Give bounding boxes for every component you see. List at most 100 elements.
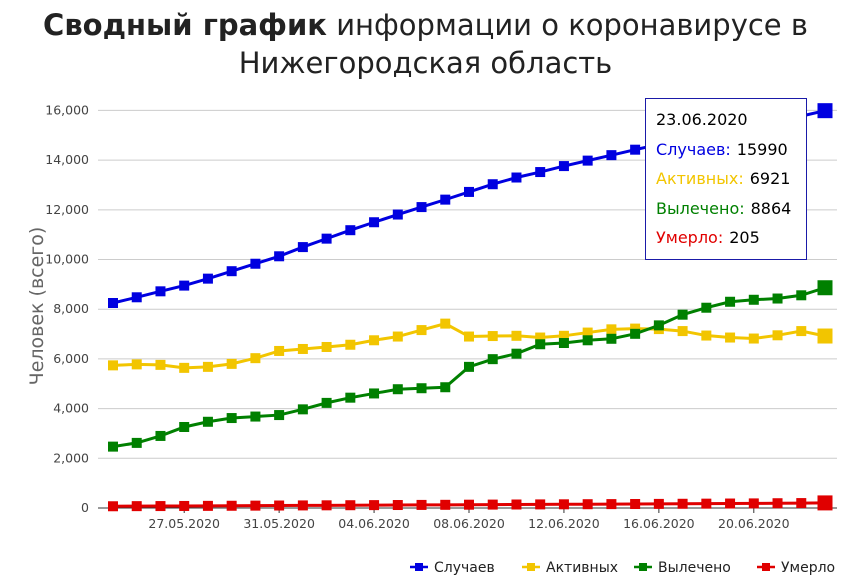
data-point [772, 498, 783, 509]
data-point [725, 332, 736, 343]
legend-item: Умерло [757, 560, 835, 576]
series-lines [108, 103, 833, 512]
legend-swatch [415, 563, 423, 571]
x-tick-label: 08.06.2020 [433, 516, 505, 531]
x-tick-label: 20.06.2020 [718, 516, 790, 531]
data-point [131, 437, 142, 448]
data-point [321, 341, 332, 352]
y-tick-label: 0 [81, 500, 89, 515]
grid-lines [98, 109, 837, 509]
data-point [416, 325, 427, 336]
data-point [748, 333, 759, 344]
data-point [392, 331, 403, 342]
data-point [369, 388, 380, 399]
data-point [321, 500, 332, 511]
tooltip-label: Умерло: [656, 228, 724, 247]
data-point [345, 392, 356, 403]
data-point [392, 384, 403, 395]
data-point [250, 411, 261, 422]
data-point [487, 354, 498, 365]
data-point [511, 330, 522, 341]
data-point [321, 397, 332, 408]
chart-title: Сводный график информации о коронавирусе… [0, 6, 851, 82]
data-point [558, 499, 569, 510]
data-point [817, 103, 833, 119]
tooltip-label: Активных: [656, 169, 744, 188]
data-point [772, 330, 783, 341]
chart-title-bold: Сводный график [43, 8, 327, 42]
data-point [416, 202, 427, 213]
data-point [440, 382, 451, 393]
legend-item: Активных [522, 560, 618, 576]
data-point [677, 498, 688, 509]
data-point [226, 266, 237, 277]
data-point [226, 500, 237, 511]
data-point [108, 298, 118, 308]
data-point [179, 421, 190, 432]
tooltip-label: Случаев: [656, 139, 731, 159]
data-point [701, 302, 712, 313]
data-point [817, 328, 833, 344]
data-point [558, 161, 569, 172]
series-Активных [108, 318, 833, 373]
data-point [179, 280, 190, 291]
data-point [748, 294, 759, 305]
y-tick-label: 2,000 [53, 450, 89, 465]
tooltip-value: 8864 [750, 198, 792, 218]
data-point [535, 332, 546, 343]
data-point [274, 500, 285, 511]
data-point [345, 225, 356, 236]
tooltip-value: 15990 [736, 139, 788, 159]
tooltip-date: 23.06.2020 [656, 110, 748, 129]
data-point [179, 362, 190, 373]
data-point [274, 345, 285, 356]
series-Умерло [108, 495, 833, 512]
y-tick-label: 16,000 [45, 102, 89, 117]
legend-label: Случаев [434, 560, 495, 576]
data-tooltip: 23.06.2020 Случаев: 15990 Активных: 6921 Выл… [645, 98, 807, 260]
data-point [464, 186, 474, 197]
legend-label: Умерло [781, 560, 835, 576]
data-point [226, 358, 237, 369]
data-point [345, 500, 356, 511]
tooltip-row: Умерло: 205 [656, 228, 806, 258]
legend-swatch [762, 563, 770, 571]
x-tick-label: 12.06.2020 [528, 516, 600, 531]
legend: Случаев Активных Вылечено Умерло [410, 560, 835, 576]
x-tick-label: 31.05.2020 [243, 516, 315, 531]
data-point [202, 416, 213, 427]
data-point [558, 330, 569, 341]
data-point [250, 500, 261, 511]
data-point [582, 327, 593, 338]
data-point [464, 499, 474, 510]
chart-title-rest: информации о коронавирусе в Нижегородска… [238, 8, 808, 80]
data-point [677, 326, 688, 337]
y-tick-label: 14,000 [45, 152, 89, 167]
data-point [582, 335, 593, 346]
y-axis-ticks: 0 2,000 4,000 6,000 8,000 10,000 12,000 14,000 1… [45, 102, 89, 515]
data-point [606, 324, 617, 335]
data-point [250, 353, 261, 364]
data-point [535, 499, 546, 510]
data-point [108, 501, 118, 512]
data-point [511, 348, 522, 359]
data-point [630, 498, 641, 509]
data-point [250, 258, 261, 269]
data-point [677, 309, 688, 320]
data-point [725, 296, 736, 307]
data-point [226, 413, 237, 424]
data-point [440, 499, 451, 510]
data-point [202, 361, 213, 372]
tooltip-value: 6921 [749, 169, 791, 188]
data-point [179, 500, 190, 511]
y-tick-label: 10,000 [45, 252, 89, 267]
data-point [108, 441, 118, 452]
tooltip-label: Вылечено: [656, 198, 745, 218]
data-point [796, 290, 807, 301]
legend-label: Активных [546, 560, 618, 576]
x-tick-label: 27.05.2020 [148, 516, 220, 531]
data-point [535, 167, 546, 178]
data-point [511, 172, 522, 183]
data-point [487, 499, 498, 510]
